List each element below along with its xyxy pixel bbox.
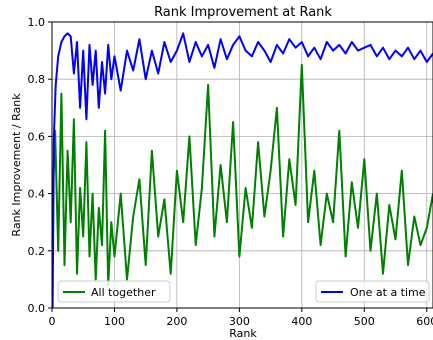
- y-axis-ticks: 0.0 0.2 0.4 0.6 0.8 1.0: [28, 16, 52, 315]
- x-axis-label: Rank: [229, 327, 257, 340]
- x-tick-label: 600: [416, 315, 433, 328]
- legend-box-right: [315, 280, 430, 303]
- x-tick-label: 400: [291, 315, 312, 328]
- y-tick-label: 0.4: [28, 188, 46, 201]
- y-tick-label: 1.0: [28, 16, 46, 29]
- legend-box-left: [57, 280, 171, 303]
- x-tick-label: 500: [354, 315, 375, 328]
- legend-label-one-at-a-time: One at a time: [350, 286, 426, 299]
- x-tick-label: 0: [49, 315, 56, 328]
- legend: All together One at a time: [57, 280, 430, 303]
- y-tick-label: 0.2: [28, 245, 46, 258]
- x-tick-label: 100: [104, 315, 125, 328]
- legend-label-all-together: All together: [91, 286, 156, 299]
- series-line-one-at-a-time: [52, 32, 433, 308]
- y-tick-label: 0.0: [28, 302, 46, 315]
- x-tick-label: 200: [166, 315, 187, 328]
- x-axis-ticks: 0 100 200 300 400 500 600: [49, 308, 433, 328]
- series-line-all-together: [52, 63, 433, 287]
- x-tick-label: 300: [229, 315, 250, 328]
- y-tick-label: 0.6: [28, 130, 46, 143]
- y-tick-label: 0.8: [28, 73, 46, 86]
- series-layer: [52, 32, 433, 308]
- y-axis-label: Rank Improvement / Rank: [10, 93, 23, 237]
- plot-frame: [51, 21, 433, 309]
- chart-title: Rank Improvement at Rank: [154, 5, 332, 20]
